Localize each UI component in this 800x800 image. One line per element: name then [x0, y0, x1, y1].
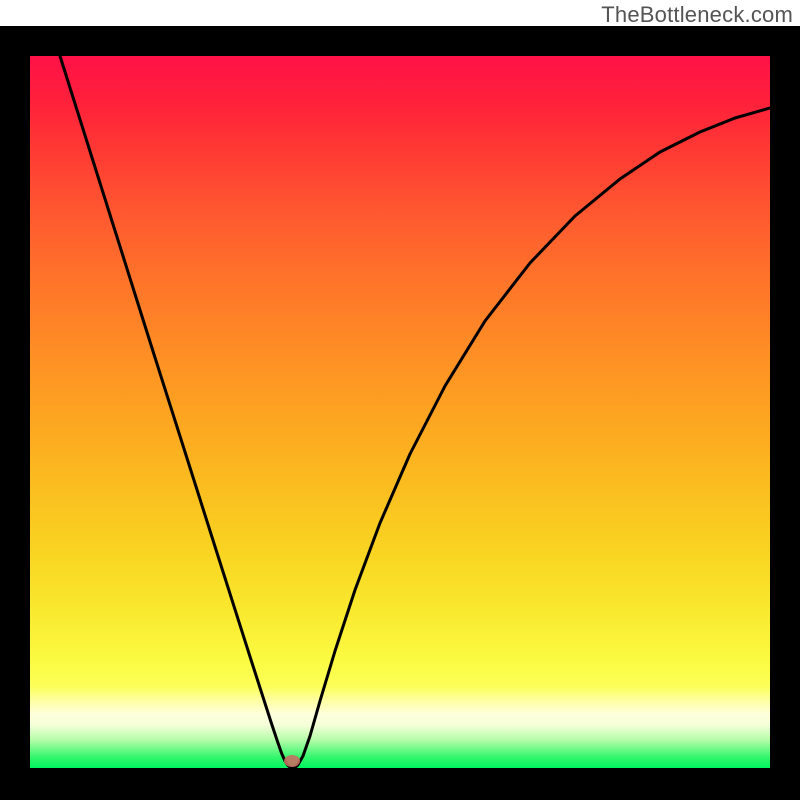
stage: TheBottleneck.com — [0, 0, 800, 800]
bottleneck-curve-svg — [30, 56, 770, 768]
plot-area — [30, 56, 770, 768]
watermark-label: TheBottleneck.com — [601, 2, 793, 28]
bottleneck-curve-path — [60, 56, 770, 768]
minimum-point-marker — [284, 755, 300, 767]
